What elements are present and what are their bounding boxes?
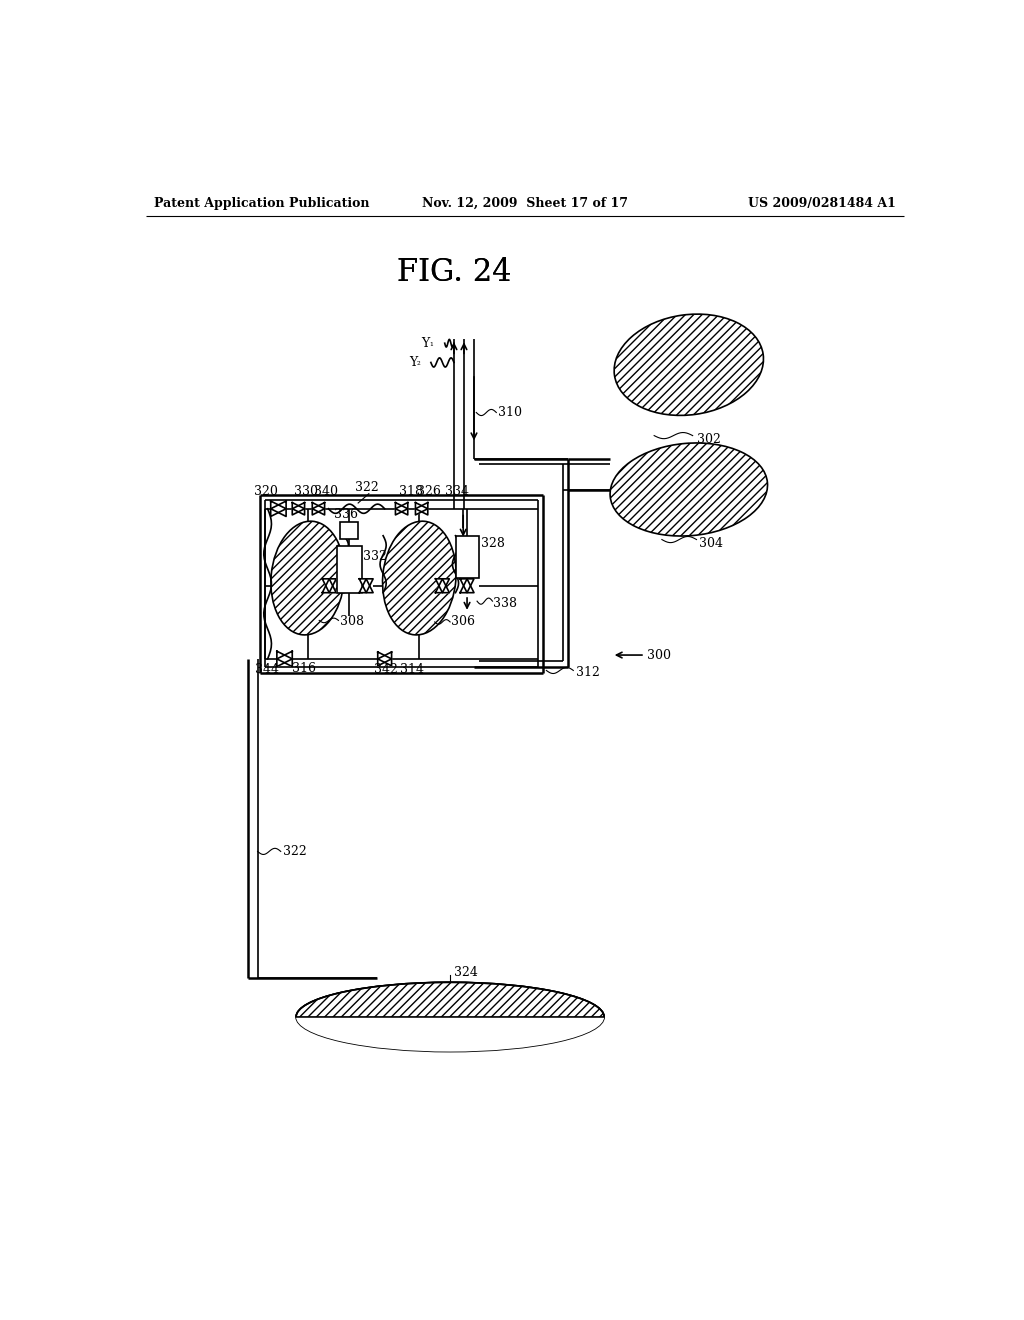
Text: 310: 310 [498,407,522,418]
Polygon shape [323,578,336,593]
Text: 312: 312 [575,667,599,680]
Text: 322: 322 [283,845,307,858]
Polygon shape [460,578,474,593]
Text: 330: 330 [294,486,317,499]
Text: 308: 308 [340,615,364,628]
Ellipse shape [296,982,604,1052]
Text: Nov. 12, 2009  Sheet 17 of 17: Nov. 12, 2009 Sheet 17 of 17 [422,197,628,210]
Ellipse shape [383,521,456,635]
Text: 320: 320 [254,486,278,499]
Polygon shape [435,578,450,593]
Ellipse shape [614,314,764,416]
Polygon shape [359,578,373,593]
Text: Y: Y [421,337,429,350]
Text: 306: 306 [451,615,475,628]
Polygon shape [416,503,428,515]
Text: FIG. 24: FIG. 24 [396,257,511,288]
Text: 342: 342 [374,663,397,676]
Text: 344: 344 [255,663,280,676]
Text: 324: 324 [454,966,478,979]
Polygon shape [323,578,336,593]
Polygon shape [276,651,292,667]
Polygon shape [395,503,408,515]
Polygon shape [276,651,292,667]
Text: 334: 334 [444,486,469,499]
Ellipse shape [296,982,604,1052]
Text: ₁: ₁ [429,339,433,347]
Polygon shape [460,578,474,593]
Text: Patent Application Publication: Patent Application Publication [154,197,370,210]
Text: 322: 322 [355,482,379,495]
Text: 302: 302 [696,433,721,446]
Text: 316: 316 [292,661,316,675]
Text: 318: 318 [398,486,423,499]
Bar [337,546,361,593]
Text: 328: 328 [481,537,505,550]
Polygon shape [312,503,325,515]
Polygon shape [359,578,373,593]
Bar [340,521,358,539]
Text: FIG. 24: FIG. 24 [396,257,511,288]
Polygon shape [270,502,286,516]
Polygon shape [292,503,304,515]
Polygon shape [312,503,325,515]
Text: Y: Y [409,356,417,370]
Bar [456,536,478,578]
Polygon shape [378,652,391,665]
Polygon shape [378,652,391,665]
Polygon shape [435,578,450,593]
Text: 338: 338 [494,597,517,610]
Text: 304: 304 [698,537,723,550]
Text: 332: 332 [364,550,387,564]
Polygon shape [270,502,286,516]
Polygon shape [296,982,604,1016]
Ellipse shape [271,521,344,635]
Polygon shape [395,503,408,515]
Polygon shape [292,503,304,515]
Text: 340: 340 [313,486,338,499]
Text: 300: 300 [647,648,671,661]
Text: US 2009/0281484 A1: US 2009/0281484 A1 [749,197,896,210]
Text: ₂: ₂ [417,358,421,367]
Text: 314: 314 [400,663,424,676]
Polygon shape [416,503,428,515]
Ellipse shape [610,444,768,536]
Text: 326: 326 [417,486,441,499]
Text: 336: 336 [334,508,357,521]
